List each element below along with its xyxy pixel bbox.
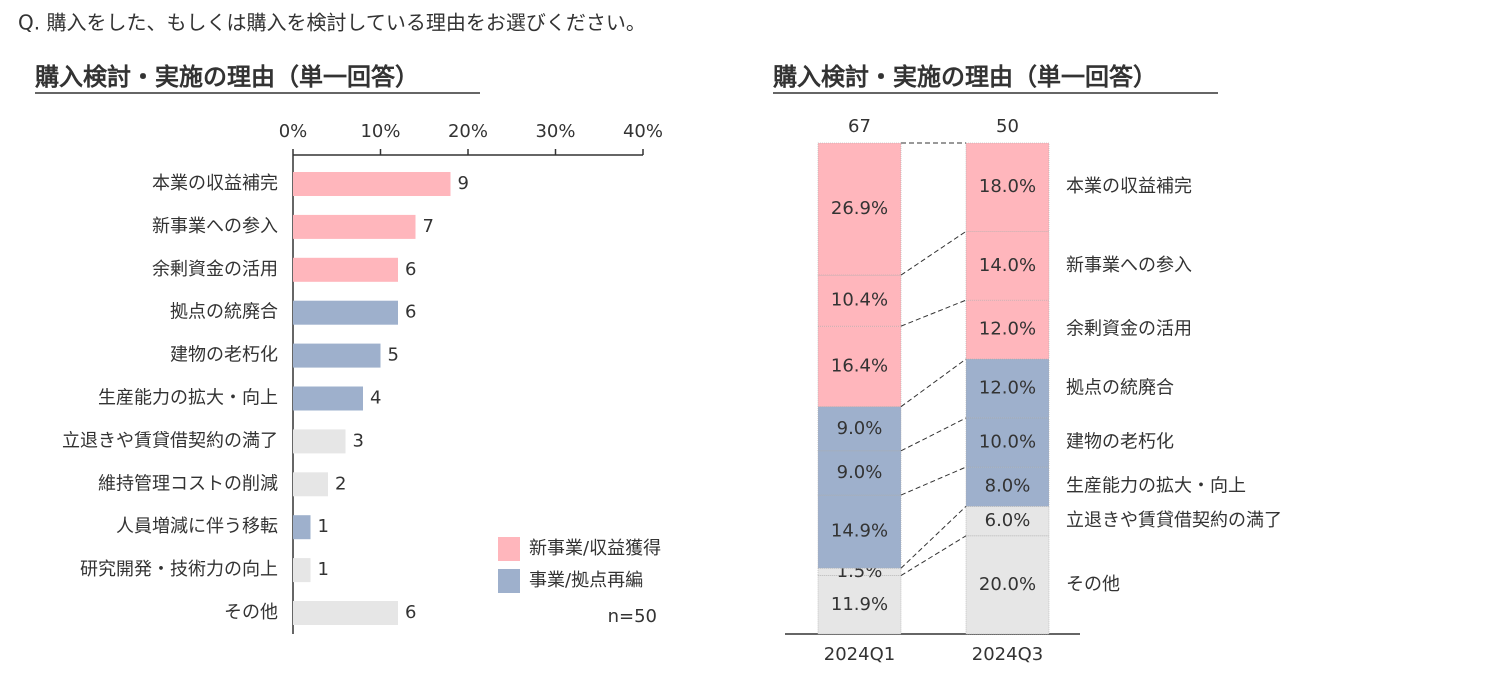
bar <box>293 558 311 583</box>
bar <box>293 214 416 239</box>
bar <box>293 601 398 625</box>
value-label: 1 <box>318 516 329 537</box>
segment <box>965 506 1050 537</box>
legend-label: 新事業/収益獲得 <box>529 538 661 559</box>
value-label: 6 <box>405 602 416 623</box>
x-tick-label: 30% <box>535 121 575 142</box>
segment <box>965 299 1050 360</box>
bar <box>293 515 311 540</box>
bar <box>293 343 381 368</box>
category-label: 人員増減に伴う移転 <box>116 516 278 537</box>
value-label: 5 <box>388 345 399 366</box>
segment <box>817 567 902 576</box>
chart-title: 購入検討・実施の理由（単一回答） <box>773 63 1157 91</box>
legend-swatch <box>498 537 520 561</box>
value-label: 1 <box>318 559 329 580</box>
segment <box>965 358 1050 419</box>
value-label: 10.4% <box>831 290 888 311</box>
value-label: 9.0% <box>837 418 883 439</box>
series-label: その他 <box>1066 574 1120 595</box>
bar <box>293 300 398 325</box>
series-label: 拠点の統廃合 <box>1066 378 1174 399</box>
value-label: 6.0% <box>985 510 1031 531</box>
value-label: 18.0% <box>979 176 1036 197</box>
bar <box>293 429 346 454</box>
category-label: 建物の老朽化 <box>170 345 278 366</box>
value-label: 6 <box>405 259 416 280</box>
total-label: 67 <box>848 116 871 137</box>
connector <box>900 466 967 496</box>
category-label: 2024Q3 <box>972 644 1043 665</box>
value-label: 7 <box>423 216 434 237</box>
series-label: 本業の収益補完 <box>1066 176 1192 197</box>
bar <box>293 172 451 196</box>
category-label: 余剰資金の活用 <box>152 259 278 280</box>
segment <box>817 450 902 496</box>
series-label: 新事業への参入 <box>1066 255 1192 276</box>
legend-swatch <box>498 569 520 593</box>
value-label: 16.4% <box>831 355 888 376</box>
x-tick-label: 20% <box>448 121 488 142</box>
question: Q. 購入をした、もしくは購入を検討している理由をお選びください。 <box>18 11 646 35</box>
segment <box>965 535 1050 635</box>
category-label: 新事業への参入 <box>152 216 278 237</box>
value-label: 4 <box>370 388 381 409</box>
segment <box>817 325 902 407</box>
segment <box>817 406 902 452</box>
value-label: 14.0% <box>979 255 1036 276</box>
x-tick-label: 10% <box>360 121 400 142</box>
category-label: 研究開発・技術力の向上 <box>80 559 278 580</box>
total-label: 50 <box>996 116 1019 137</box>
connector <box>900 230 967 276</box>
value-label: 11.9% <box>831 594 888 615</box>
bar <box>293 386 363 411</box>
series-label: 余剰資金の活用 <box>1066 319 1192 340</box>
series-label: 立退きや賃貸借契約の満了 <box>1066 510 1282 531</box>
series-label: 建物の老朽化 <box>1066 432 1174 453</box>
segment <box>965 417 1050 468</box>
connector <box>900 417 967 452</box>
segment <box>965 231 1050 301</box>
connector <box>900 358 967 408</box>
bar <box>293 472 328 497</box>
segment <box>965 466 1050 507</box>
value-label: 6 <box>405 302 416 323</box>
x-tick-label: 0% <box>279 121 308 142</box>
segment <box>965 142 1050 232</box>
value-label: 2 <box>335 473 346 494</box>
category-label: その他 <box>224 602 278 623</box>
category-label: 本業の収益補完 <box>152 173 278 194</box>
value-label: 26.9% <box>831 198 888 219</box>
category-label: 2024Q1 <box>824 644 895 665</box>
value-label: 9.0% <box>837 462 883 483</box>
category-label: 維持管理コストの削減 <box>98 473 278 494</box>
connector <box>900 535 967 576</box>
connector <box>900 505 967 569</box>
value-label: 14.9% <box>831 521 888 542</box>
chart-title: 購入検討・実施の理由（単一回答） <box>35 63 419 91</box>
value-label: 9 <box>458 173 469 194</box>
x-tick-label: 40% <box>623 121 663 142</box>
series-label: 生産能力の拡大・向上 <box>1066 476 1246 497</box>
value-label: 12.0% <box>979 319 1036 340</box>
value-label: 8.0% <box>985 476 1031 497</box>
note: n=50 <box>608 606 657 627</box>
segment <box>817 274 902 327</box>
segment <box>817 575 902 635</box>
value-label: 20.0% <box>979 574 1036 595</box>
connector <box>900 299 967 327</box>
legend-label: 事業/拠点再編 <box>529 570 643 591</box>
segment <box>817 142 902 276</box>
category-label: 立退きや賃貸借契約の満了 <box>62 430 278 451</box>
bar <box>293 257 398 282</box>
value-label: 10.0% <box>979 432 1036 453</box>
category-label: 拠点の統廃合 <box>170 302 278 323</box>
segment <box>817 494 902 569</box>
value-label: 12.0% <box>979 378 1036 399</box>
value-label: 3 <box>353 430 364 451</box>
category-label: 生産能力の拡大・向上 <box>98 388 278 409</box>
